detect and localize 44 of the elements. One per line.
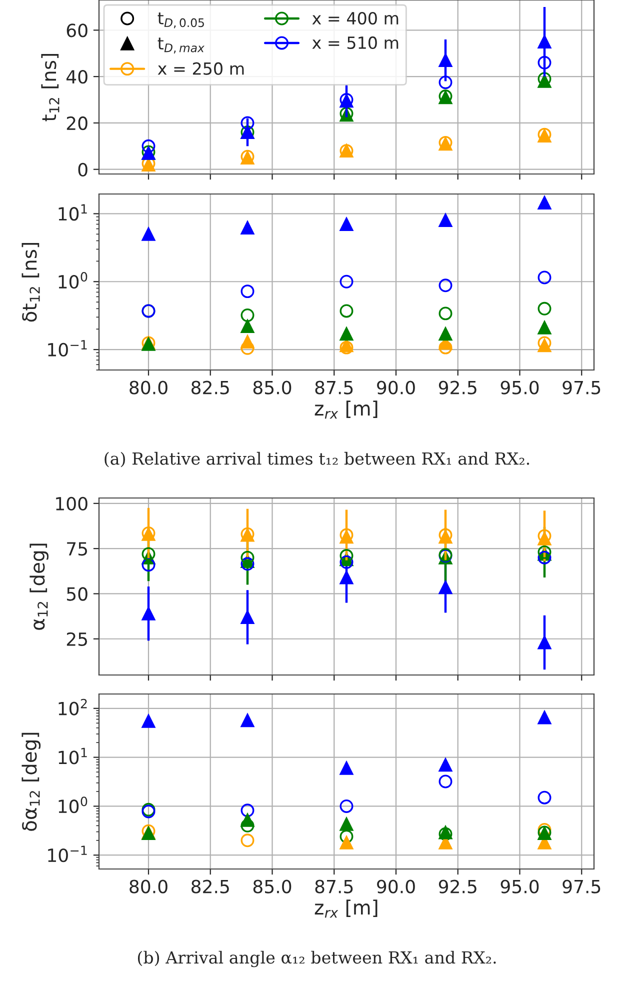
x-tick-label: 95.0 — [500, 380, 539, 394]
y-axis-title: δt$_{12}$ [ns] — [22, 243, 40, 322]
y-tick-label: 10$^{0}$ — [58, 796, 88, 814]
y-axis-title: α$_{12}$ [deg] — [30, 544, 49, 630]
y-axis-title: t$_{12}$ [ns] — [41, 54, 60, 122]
y-tick-label: 50 — [67, 587, 88, 601]
text: (b) Arrival angle α₁₂ between RX₁ and RX₂. — [138, 950, 496, 968]
y-tick-label: 10$^{1}$ — [58, 748, 87, 764]
legend-label: x = 400 m — [312, 12, 398, 25]
x-tick-label: 87.5 — [315, 880, 353, 894]
y-tick-label: 10$^{−1}$ — [48, 340, 87, 357]
legend-label: t$_{D,0.05}$ — [158, 12, 204, 28]
text: (a) Relative arrival times t₁₂ between RX₁ and RX₂. — [104, 452, 530, 468]
y-tick-label: 40 — [66, 70, 88, 84]
x-tick-label: 80.0 — [130, 380, 168, 394]
legend-label: x = 250 m — [158, 62, 244, 75]
y-tick-label: 20 — [66, 116, 88, 130]
x-tick-label: 90.0 — [377, 880, 415, 894]
y-axis-title: δα$_{12}$ [deg] — [22, 732, 41, 831]
x-tick-label: 82.5 — [192, 880, 229, 894]
y-tick-label: 25 — [66, 632, 88, 646]
legend-label: t$_{D,max}$ — [158, 38, 205, 54]
y-tick-label: 60 — [66, 24, 88, 38]
x-axis-title: z$_{rx}$ [m] — [314, 900, 378, 918]
x-tick-label: 92.5 — [438, 380, 476, 394]
y-tick-label: 75 — [67, 542, 88, 556]
x-tick-label: 85.0 — [253, 380, 292, 394]
x-tick-label: 85.0 — [253, 880, 292, 894]
x-tick-label: 97.5 — [562, 380, 600, 394]
x-tick-label: 87.5 — [315, 380, 353, 394]
x-tick-label: 80.0 — [130, 880, 168, 894]
y-tick-label: 10$^{0}$ — [58, 272, 88, 289]
y-tick-label: 10$^{1}$ — [58, 204, 87, 221]
x-tick-label: 95.0 — [500, 880, 539, 894]
x-axis-title: z$_{rx}$ [m] — [314, 400, 378, 419]
y-tick-label: 0 — [78, 162, 88, 176]
x-tick-label: 97.5 — [562, 880, 600, 894]
x-tick-label: 82.5 — [192, 380, 229, 394]
y-tick-label: 100 — [56, 496, 88, 511]
legend-label: x = 510 m — [312, 36, 398, 50]
y-tick-label: 10$^{−1}$ — [48, 846, 87, 862]
x-tick-label: 90.0 — [377, 380, 415, 394]
y-tick-label: 10$^{2}$ — [58, 698, 87, 716]
x-tick-label: 92.5 — [438, 880, 476, 894]
